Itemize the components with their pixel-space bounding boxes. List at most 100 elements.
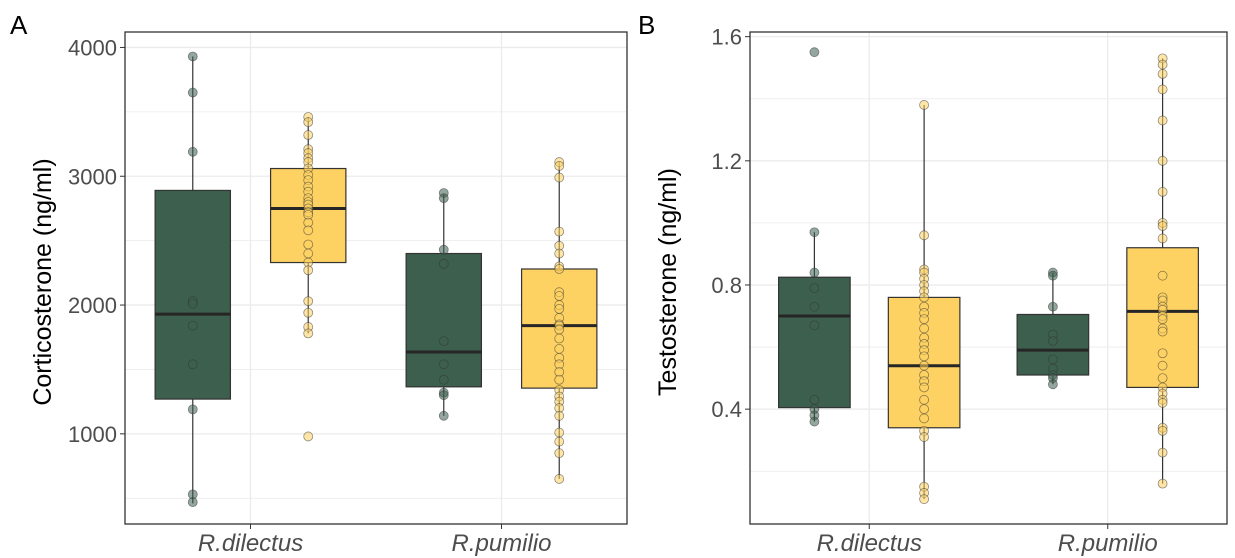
panel-b-y-tick-label: 1.2	[711, 149, 742, 174]
panel-a-data-point	[554, 343, 565, 354]
panel-b-data-point	[1157, 425, 1168, 436]
panel-a-data-point	[438, 374, 449, 385]
panel-a-data-point	[303, 225, 314, 236]
panel-b-data-point	[1047, 270, 1058, 281]
panel-a-data-point	[187, 320, 198, 331]
panel-b-data-point	[1157, 84, 1168, 95]
panel-a-y-axis-title: Corticosterone (ng/ml)	[29, 158, 57, 405]
panel-b-data-point	[919, 230, 930, 241]
panel-a-data-point	[554, 436, 565, 447]
panel-b-data-point	[809, 301, 820, 312]
panel-b-y-tick-label: 0.4	[711, 397, 742, 422]
panel-b-data-point	[919, 413, 930, 424]
panel-a-data-point	[554, 291, 565, 301]
panel-a-data-point	[187, 404, 198, 415]
panel-b-data-point	[1047, 354, 1058, 365]
panel-a-data-point	[303, 431, 314, 442]
panel-b-data-point	[919, 351, 930, 362]
panel-b-panel-border	[749, 31, 1228, 525]
panel-b-data-point	[919, 323, 930, 334]
panel-b-x-tick-label: R.dilectus	[817, 530, 922, 557]
panel-a-data-point	[438, 410, 449, 421]
panel-a-data-point	[554, 226, 565, 237]
panel-b-data-point	[1047, 301, 1058, 312]
panel-a-data-point	[554, 304, 565, 314]
panel-b-plot-area: 0.4 0.8 1.2 1.6 R.dilectus R.pumilio	[711, 25, 1228, 557]
panel-a-data-point	[303, 130, 314, 140]
panel-b-data-point	[1157, 69, 1168, 79]
panel-a-data-point	[303, 265, 314, 276]
panel-b-data-point	[1157, 59, 1168, 70]
panel-b-data-point	[919, 314, 930, 325]
panel-a-data-point	[554, 374, 565, 385]
panel-b-data-point	[809, 267, 820, 278]
panel-b-y-axis-title: Testosterone (ng/ml)	[654, 168, 682, 396]
panel-b-data-point	[919, 404, 930, 415]
panel-a-y-tick-label: 2000	[68, 293, 117, 318]
panel-a-data-point	[554, 448, 565, 459]
panel-a-data-point	[554, 324, 565, 335]
panel-a-data-point	[554, 333, 565, 344]
panel-b-data-point	[1157, 233, 1168, 244]
panel-a-data-point	[438, 336, 449, 347]
panel-a-panel-border	[124, 31, 628, 525]
panel-b-data-point	[1157, 398, 1168, 408]
panel-a-data-point	[303, 248, 314, 259]
panel-b-data-point	[1157, 270, 1168, 281]
panel-b-data-point	[1047, 335, 1058, 346]
box-iqr	[778, 276, 851, 409]
panel-b-data-point	[1157, 155, 1168, 166]
panel-b-data-point	[919, 494, 930, 505]
panel-a-data-point	[554, 264, 565, 274]
panel-a-data-point	[438, 193, 449, 204]
panel-b-data-point	[1157, 478, 1168, 489]
panel-b-y-tick-label: 0.8	[711, 273, 742, 298]
panel-a-data-point	[303, 296, 314, 307]
panel-a-x-tick-label: R.dilectus	[198, 530, 303, 557]
panel-a-data-point	[438, 359, 449, 370]
panel-a-data-point	[554, 161, 565, 171]
panel-a: A Corticosterone (ng/ml) 1000 2000 3000 400…	[10, 10, 628, 557]
panel-a-data-point	[187, 146, 198, 157]
panel-a-y-tick-label: 3000	[68, 164, 117, 189]
panel-a-data-point	[438, 390, 449, 401]
panel-b-data-point	[919, 100, 930, 110]
panel-a-x-tick-label: R.pumilio	[451, 530, 551, 557]
panel-a-data-point	[187, 298, 198, 309]
panel-b-data-point	[1157, 447, 1168, 458]
panel-b-data-point	[809, 320, 820, 331]
panel-a-y-tick-label: 1000	[68, 422, 117, 447]
panel-a-box-r-dilectus-series-1	[154, 56, 232, 504]
panel-b-data-point	[809, 47, 820, 58]
panel-b-data-point	[809, 394, 820, 405]
panel-b-data-point	[919, 432, 930, 442]
panel-b-data-point	[1157, 373, 1168, 384]
panel-b-data-point	[1157, 314, 1168, 325]
panel-a-data-point	[303, 307, 314, 318]
panel-a-data-point	[554, 427, 565, 438]
panel-a-data-point	[187, 497, 198, 508]
panel-a-data-point	[554, 474, 565, 484]
panel-a-data-point	[438, 258, 449, 269]
panel-a-letter: A	[10, 10, 28, 40]
panel-b-data-point	[1157, 348, 1168, 359]
panel-b-data-point	[1157, 221, 1168, 231]
panel-a-data-point	[303, 239, 314, 250]
panel-a-data-point	[187, 51, 198, 62]
panel-b-x-tick-label: R.pumilio	[1058, 530, 1158, 557]
panel-a-data-point	[303, 117, 314, 128]
panel-a-data-point	[554, 172, 565, 183]
panel-b-data-point	[809, 416, 820, 427]
panel-b-data-point	[919, 292, 930, 303]
panel-b-data-point	[1157, 115, 1168, 126]
panel-b-data-point	[809, 283, 820, 293]
panel-b-data-point	[1157, 186, 1168, 197]
panel-b-letter: B	[638, 10, 655, 40]
panel-a-data-point	[438, 244, 449, 255]
panel-b-data-point	[809, 227, 820, 238]
panel-a-y-tick-label: 4000	[68, 35, 117, 60]
panel-b-data-point	[919, 360, 930, 371]
panel-b: B Testosterone (ng/ml) 0.4 0.8 1.2 1.6 R.dil…	[638, 10, 1228, 557]
panel-b-y-tick-label: 1.6	[711, 25, 742, 50]
